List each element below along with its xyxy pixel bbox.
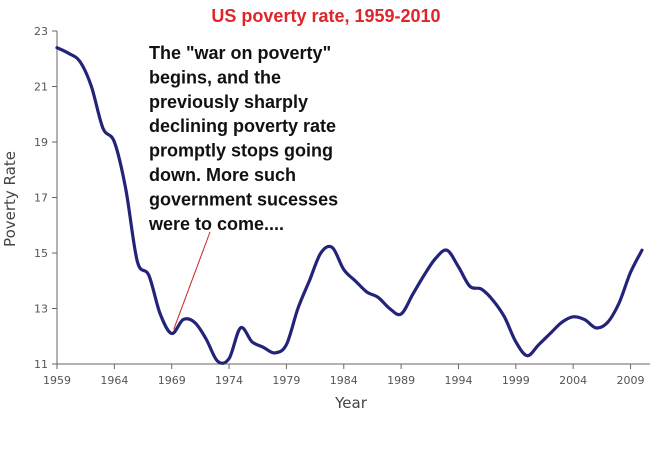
annotation-line: were to come.... (148, 214, 284, 234)
plot-area (55, 46, 644, 365)
y-tick-label: 13 (34, 303, 48, 316)
y-tick-label: 21 (34, 81, 48, 94)
y-tick-label: 19 (34, 136, 48, 149)
y-tick-label: 11 (34, 358, 48, 371)
y-axis-label: Poverty Rate (1, 151, 19, 247)
annotation-line: declining poverty rate (149, 116, 336, 136)
x-tick-label: 1984 (330, 374, 358, 387)
x-tick-label: 2004 (559, 374, 587, 387)
chart-title: US poverty rate, 1959-2010 (211, 6, 440, 26)
x-tick-label: 1974 (215, 374, 243, 387)
annotation-line: government sucesses (149, 189, 338, 209)
x-tick-label: 1994 (444, 374, 472, 387)
y-tick-label: 23 (34, 25, 48, 38)
annotation-line: begins, and the (149, 67, 281, 87)
x-tick-label: 1969 (158, 374, 186, 387)
x-tick-label: 1979 (272, 374, 300, 387)
x-tick-label: 2009 (617, 374, 645, 387)
poverty-rate-line (55, 46, 644, 365)
annotation-line: previously sharply (149, 92, 308, 112)
x-tick-label: 1999 (502, 374, 530, 387)
x-tick-label: 1989 (387, 374, 415, 387)
annotation-line: down. More such (149, 165, 296, 185)
x-tick-label: 1964 (100, 374, 128, 387)
annotation-line: promptly stops going (149, 141, 333, 161)
annotation-line: The "war on poverty" (149, 43, 331, 63)
x-axis-label: Year (334, 394, 368, 412)
annotation: The "war on poverty" begins, and the previ… (148, 43, 338, 330)
y-axis: 11 13 15 17 19 21 23 (34, 25, 58, 371)
x-axis: 1959 1964 1969 1974 1979 1984 1989 1994 1999 2004… (43, 363, 650, 387)
y-tick-label: 17 (34, 192, 48, 205)
annotation-pointer (173, 231, 211, 330)
y-tick-label: 15 (34, 247, 48, 260)
x-tick-label: 1959 (43, 374, 71, 387)
